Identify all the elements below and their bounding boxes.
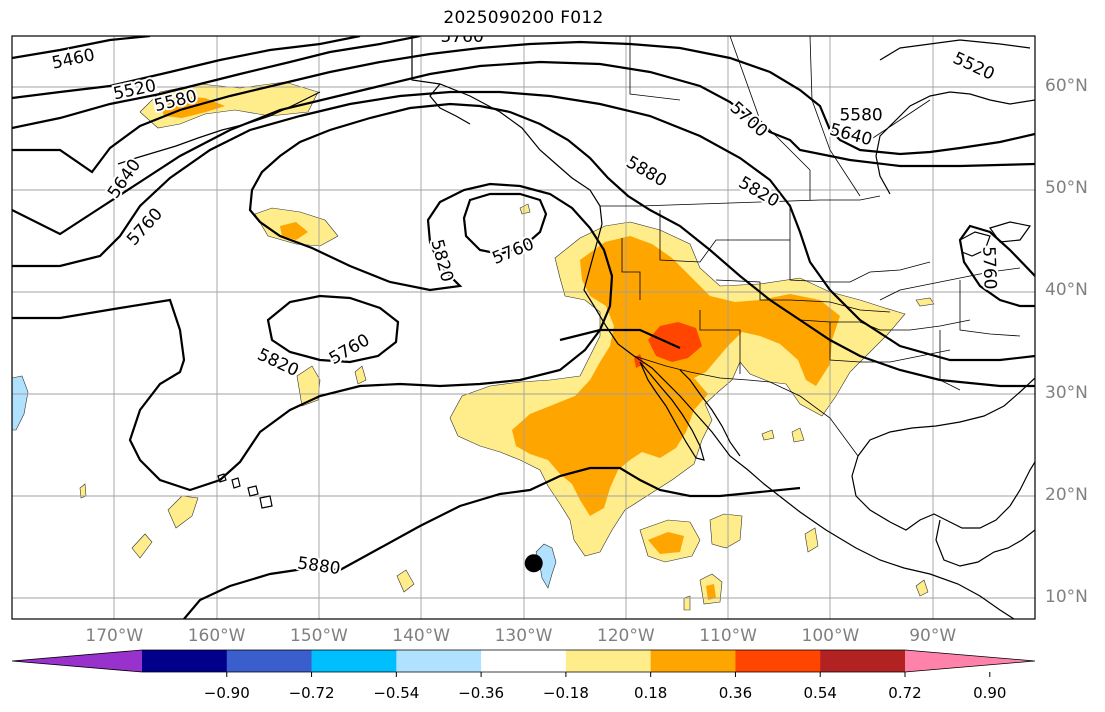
lon-label-140w: 140°W xyxy=(392,626,451,646)
lat-label-20: 20°N xyxy=(1045,484,1088,505)
colorbar-segment xyxy=(142,650,228,672)
contour-label: 5580 xyxy=(837,104,884,128)
colorbar-segment xyxy=(396,650,482,672)
colorbar-tick-label: 0.36 xyxy=(718,684,753,702)
contour-label-text: 5760 xyxy=(440,27,483,47)
colorbar-tick-label: −0.18 xyxy=(542,684,589,702)
contour-label-text: 5760 xyxy=(123,204,167,250)
lon-label-120w: 120°W xyxy=(596,626,655,646)
contour-label: 5520 xyxy=(110,74,160,107)
lon-label-110w: 110°W xyxy=(699,626,757,646)
colorbar-segment xyxy=(311,650,397,672)
colorbar-tick-label: 0.18 xyxy=(633,684,668,702)
contour-label: 5460 xyxy=(48,43,98,76)
colorbar-tick-label: 0.72 xyxy=(888,684,922,702)
lat-label-30: 30°N xyxy=(1045,382,1088,403)
lon-label-130w: 130°W xyxy=(494,626,553,646)
contour-label: 5760 xyxy=(324,328,375,371)
contour-label: 5760 xyxy=(121,202,169,252)
political-borders xyxy=(600,36,1021,457)
lat-label-40: 40°N xyxy=(1045,280,1088,301)
contour-label-text: 5880 xyxy=(296,553,342,579)
contour-label: 5700 xyxy=(724,96,774,144)
contour-label-text: 5880 xyxy=(623,152,670,191)
map-title: 2025090200 F012 xyxy=(443,8,604,28)
contour-label-text: 5760 xyxy=(978,246,999,290)
colorbar-extend-low xyxy=(12,650,142,672)
contour-label-text: 5820 xyxy=(735,173,782,212)
anomaly-blue-west-edge xyxy=(12,375,29,431)
anomaly-red-southwest xyxy=(648,322,702,362)
colorbar-segment xyxy=(735,650,821,672)
lat-label-10: 10°N xyxy=(1045,587,1088,607)
contour-label: 5640 xyxy=(102,154,147,205)
contour-label-text: 5820 xyxy=(426,237,457,284)
lat-label-50: 50°N xyxy=(1045,178,1088,199)
map-frame xyxy=(11,35,1036,620)
contour-label-text: 5820 xyxy=(254,345,302,381)
lat-label-60: 60°N xyxy=(1045,76,1088,96)
lon-label-90w: 90°W xyxy=(909,626,957,646)
lon-label-160w: 160°W xyxy=(187,626,246,646)
colorbar-extend-high xyxy=(905,650,1035,672)
anomaly-blue-storm xyxy=(535,543,557,589)
lon-label-170w: 170°W xyxy=(85,626,144,646)
contour-label-text: 5520 xyxy=(950,48,998,84)
colorbar-tick-label: 0.54 xyxy=(803,684,837,702)
contour-label-text: 5760 xyxy=(326,330,373,369)
anomaly-shading xyxy=(12,81,935,611)
colorbar-tick-label: −0.54 xyxy=(373,684,420,702)
colorbar-segment xyxy=(820,650,906,672)
contour-label: 5820 xyxy=(424,235,459,286)
contour-label: 5760 xyxy=(976,244,1001,292)
colorbar-tick-label: −0.72 xyxy=(288,684,335,702)
lon-label-150w: 150°W xyxy=(290,626,348,646)
contour-label-text: 5580 xyxy=(839,106,882,126)
lon-label-100w: 100°W xyxy=(801,626,860,646)
colorbar-segment xyxy=(226,650,313,672)
contour-label: 5880 xyxy=(621,150,672,193)
contour-label-text: 5520 xyxy=(112,76,158,105)
colorbar-segment xyxy=(650,650,736,672)
colorbar-segment xyxy=(565,650,652,672)
contour-label-text: 5700 xyxy=(726,98,772,142)
storm-center-dot xyxy=(524,554,543,573)
contour-label: 5820 xyxy=(733,171,784,214)
colorbar-outline xyxy=(11,649,1036,673)
colorbar-tick-label: −0.90 xyxy=(203,684,250,702)
colorbar xyxy=(11,649,1036,677)
height-contours xyxy=(12,36,1035,619)
anomaly-region-hawaii xyxy=(167,495,199,529)
contour-label: 5760 xyxy=(438,27,485,49)
contour-label: 5820 xyxy=(252,343,304,383)
contour-label: 5880 xyxy=(294,551,344,581)
contour-label: 5760 xyxy=(487,232,539,271)
colorbar-tick-label: 0.90 xyxy=(973,684,1007,702)
anomaly-orange-west-us xyxy=(512,236,840,516)
colorbar-segment xyxy=(481,650,567,672)
contour-label-text: 5760 xyxy=(489,234,537,269)
contour-label: 5520 xyxy=(948,46,1000,86)
colorbar-tick-label: −0.36 xyxy=(458,684,505,702)
lat-lon-grid xyxy=(12,36,1035,619)
